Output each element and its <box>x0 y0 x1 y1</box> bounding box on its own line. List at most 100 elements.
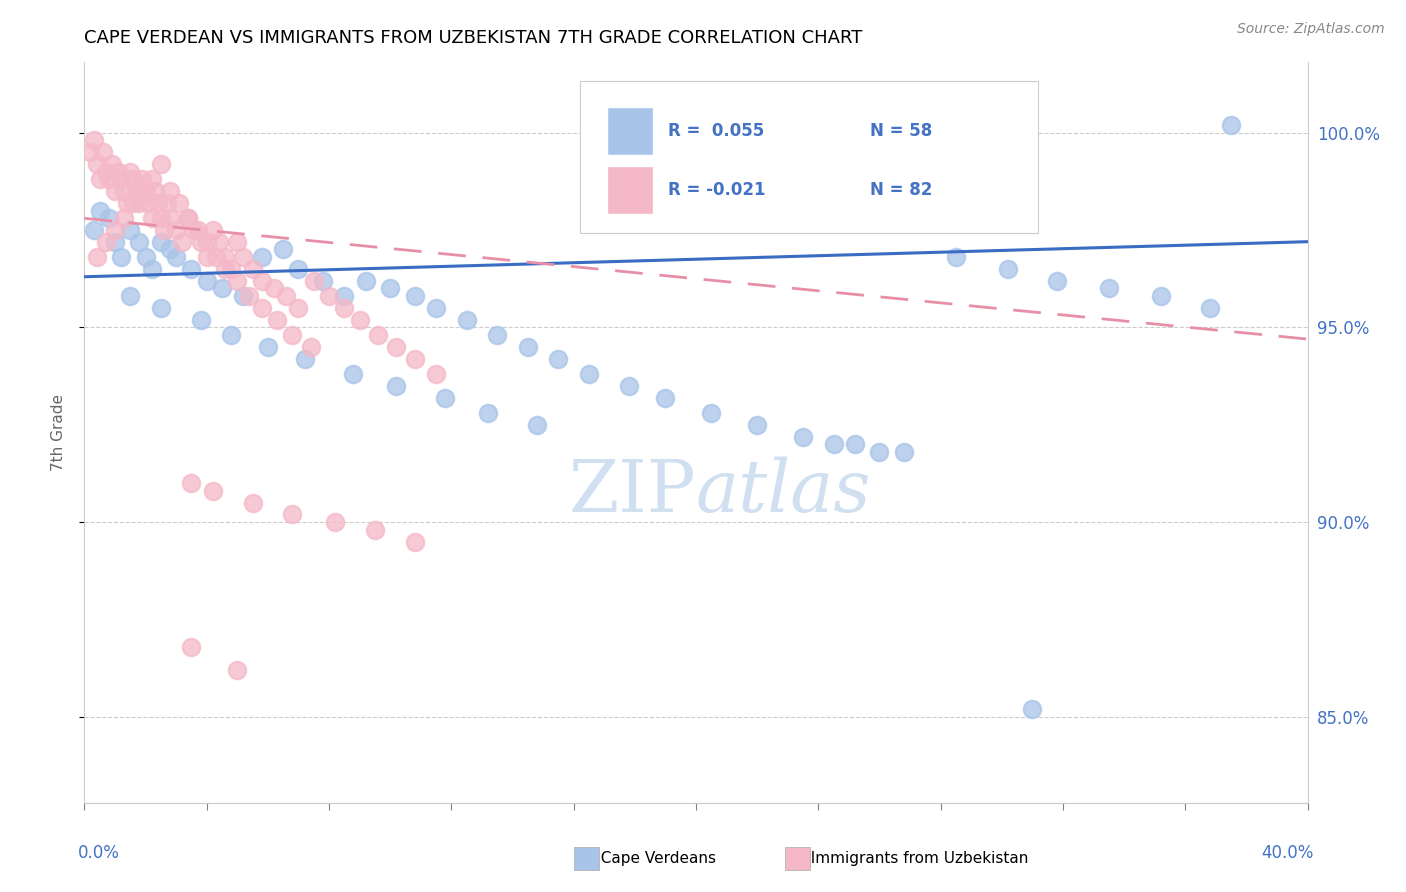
Point <box>226 235 249 249</box>
Point <box>159 184 181 198</box>
Point <box>122 172 145 186</box>
Point <box>149 301 172 315</box>
FancyBboxPatch shape <box>579 81 1039 233</box>
Text: 40.0%: 40.0% <box>1261 844 1313 862</box>
Point <box>131 184 153 198</box>
Point <box>125 184 148 198</box>
Point <box>143 184 166 198</box>
Point <box>110 172 132 186</box>
Point <box>354 274 377 288</box>
Point <box>425 367 447 381</box>
Point <box>287 301 309 315</box>
Point <box>349 312 371 326</box>
Point <box>425 301 447 315</box>
Point <box>526 417 548 432</box>
Point <box>149 157 172 171</box>
Point <box>110 250 132 264</box>
Point <box>219 262 242 277</box>
Point <box>404 289 426 303</box>
Point <box>135 184 157 198</box>
Point <box>141 172 163 186</box>
Text: Cape Verdeans: Cape Verdeans <box>591 851 716 865</box>
Point <box>617 379 640 393</box>
Point <box>869 445 891 459</box>
Point <box>208 235 231 249</box>
Point <box>302 274 325 288</box>
Text: R =  0.055: R = 0.055 <box>668 121 763 139</box>
Point <box>1150 289 1173 303</box>
Point <box>404 534 426 549</box>
Point <box>242 262 264 277</box>
Point <box>578 367 600 381</box>
Point <box>214 262 236 277</box>
Point <box>122 195 145 210</box>
Point <box>287 262 309 277</box>
Point <box>201 223 224 237</box>
Point <box>294 351 316 366</box>
Point <box>141 211 163 226</box>
Point <box>333 301 356 315</box>
Point <box>945 250 967 264</box>
Point <box>138 195 160 210</box>
Point <box>201 484 224 499</box>
Point <box>1046 274 1069 288</box>
Point <box>1021 702 1043 716</box>
Point <box>318 289 340 303</box>
Point <box>120 289 142 303</box>
Point <box>149 235 172 249</box>
Text: N = 82: N = 82 <box>870 181 932 199</box>
Point <box>165 223 187 237</box>
Point <box>195 250 218 264</box>
Point <box>172 235 194 249</box>
Point <box>232 250 254 264</box>
Point <box>183 223 205 237</box>
Point <box>180 476 202 491</box>
Point <box>214 250 236 264</box>
Point <box>97 172 120 186</box>
Point <box>141 262 163 277</box>
Point <box>232 289 254 303</box>
Point <box>654 391 676 405</box>
Point <box>477 406 499 420</box>
Point <box>893 445 915 459</box>
Point <box>156 195 179 210</box>
FancyBboxPatch shape <box>606 166 654 214</box>
Point <box>86 250 108 264</box>
Point <box>131 172 153 186</box>
Point <box>128 195 150 210</box>
Point <box>219 328 242 343</box>
Point <box>177 211 200 226</box>
Point <box>79 145 101 159</box>
Point <box>101 157 124 171</box>
Point <box>276 289 298 303</box>
Point <box>167 195 190 210</box>
Text: N = 58: N = 58 <box>870 121 932 139</box>
Point <box>242 496 264 510</box>
Point <box>107 164 129 178</box>
Text: 0.0%: 0.0% <box>79 844 120 862</box>
Point <box>190 235 212 249</box>
Point <box>104 184 127 198</box>
Point <box>226 274 249 288</box>
Point <box>211 281 233 295</box>
Point <box>89 172 111 186</box>
Point <box>434 391 457 405</box>
Point <box>367 328 389 343</box>
Point <box>135 250 157 264</box>
Point <box>104 235 127 249</box>
Point <box>115 195 138 210</box>
Point <box>1220 118 1243 132</box>
Point <box>456 312 478 326</box>
Point <box>177 211 200 226</box>
Text: ZIP: ZIP <box>568 457 696 527</box>
Point <box>299 340 322 354</box>
Point <box>385 379 408 393</box>
Point <box>205 250 228 264</box>
Point <box>700 406 723 420</box>
Point <box>364 523 387 537</box>
Point <box>486 328 509 343</box>
Point <box>195 274 218 288</box>
Point <box>747 417 769 432</box>
Point <box>153 223 176 237</box>
Point <box>112 184 135 198</box>
